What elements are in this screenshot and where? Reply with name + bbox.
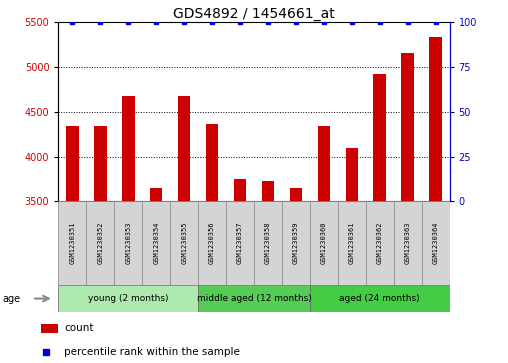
Bar — [86, 201, 114, 285]
Text: GSM1230358: GSM1230358 — [265, 222, 271, 265]
Title: GDS4892 / 1454661_at: GDS4892 / 1454661_at — [173, 7, 335, 21]
Bar — [345, 147, 358, 201]
Text: GSM1230360: GSM1230360 — [321, 222, 327, 265]
Text: GSM1230354: GSM1230354 — [153, 222, 159, 265]
Text: aged (24 months): aged (24 months) — [339, 294, 420, 303]
Text: middle aged (12 months): middle aged (12 months) — [197, 294, 311, 303]
Bar — [150, 188, 163, 201]
Bar — [310, 285, 450, 312]
Bar — [254, 201, 282, 285]
Text: percentile rank within the sample: percentile rank within the sample — [64, 347, 240, 357]
Text: GSM1230355: GSM1230355 — [181, 222, 187, 265]
Bar — [282, 201, 310, 285]
Text: age: age — [3, 294, 21, 303]
Text: GSM1230363: GSM1230363 — [405, 222, 410, 265]
Bar — [234, 179, 246, 201]
Bar — [178, 96, 190, 201]
Bar — [226, 201, 254, 285]
Text: GSM1230351: GSM1230351 — [70, 222, 75, 265]
Bar — [338, 201, 366, 285]
Text: GSM1230359: GSM1230359 — [293, 222, 299, 265]
Bar — [58, 201, 86, 285]
Bar — [429, 37, 442, 201]
Bar — [198, 285, 310, 312]
Bar — [94, 126, 107, 201]
Text: GSM1230361: GSM1230361 — [349, 222, 355, 265]
Text: GSM1230356: GSM1230356 — [209, 222, 215, 265]
Bar — [310, 201, 338, 285]
Text: GSM1230362: GSM1230362 — [377, 222, 383, 265]
Bar — [290, 188, 302, 201]
Bar — [394, 201, 422, 285]
Bar — [122, 96, 135, 201]
Bar — [366, 201, 394, 285]
Text: GSM1230357: GSM1230357 — [237, 222, 243, 265]
Bar — [318, 126, 330, 201]
Bar — [170, 201, 198, 285]
Bar — [142, 201, 170, 285]
Text: GSM1230352: GSM1230352 — [98, 222, 103, 265]
Text: young (2 months): young (2 months) — [88, 294, 169, 303]
Bar — [114, 201, 142, 285]
Bar — [66, 126, 79, 201]
Text: GSM1230364: GSM1230364 — [433, 222, 438, 265]
Bar — [198, 201, 226, 285]
Bar — [41, 324, 58, 333]
Bar — [373, 74, 386, 201]
Bar — [422, 201, 450, 285]
Bar — [58, 285, 198, 312]
Text: count: count — [64, 323, 94, 333]
Text: GSM1230353: GSM1230353 — [125, 222, 131, 265]
Bar — [401, 53, 414, 201]
Bar — [262, 181, 274, 201]
Bar — [206, 124, 218, 201]
